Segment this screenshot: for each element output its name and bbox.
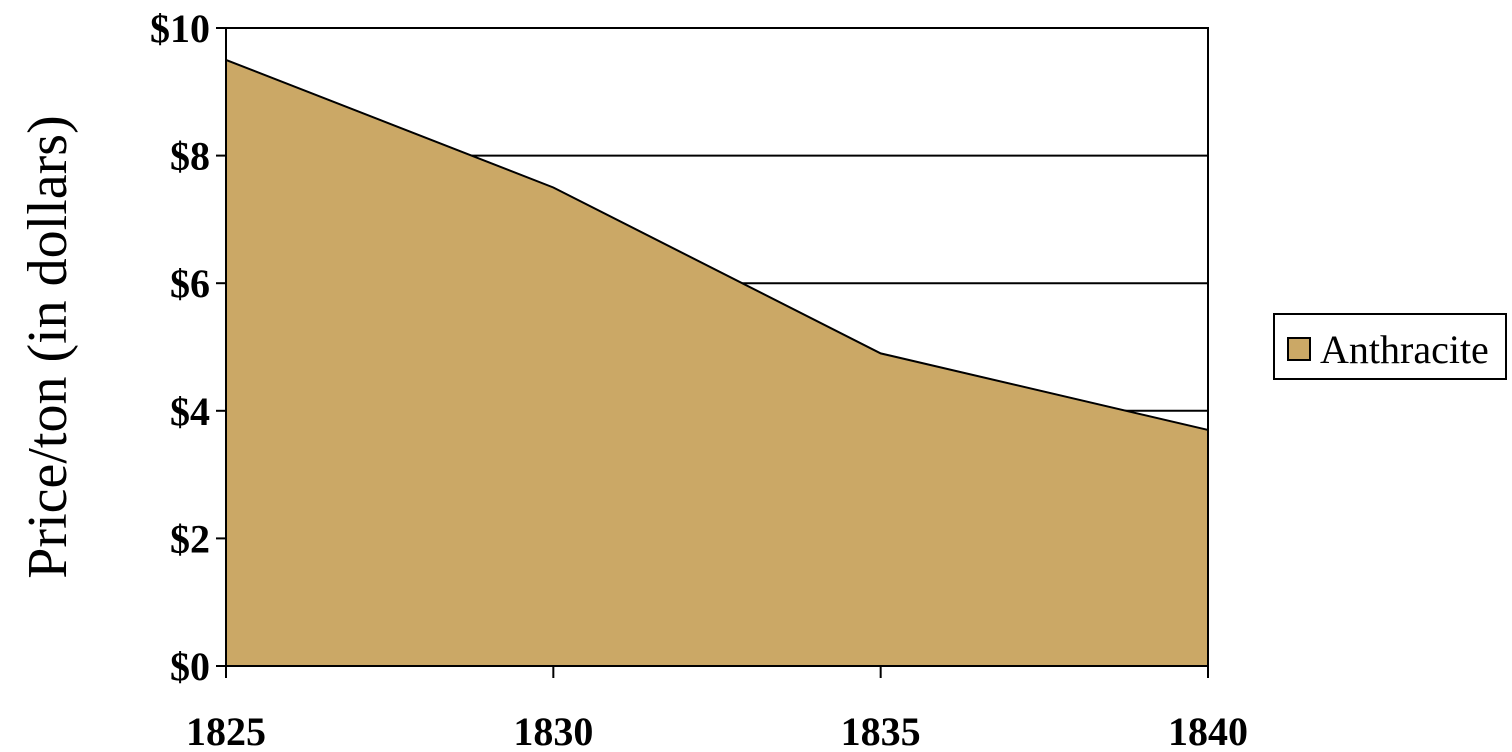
x-tick-label: 1835 bbox=[841, 709, 921, 752]
area-series-anthracite bbox=[226, 59, 1208, 666]
x-tick-label: 1830 bbox=[513, 709, 593, 752]
x-tick-labels: 1825 1830 1835 1840 bbox=[186, 709, 1248, 752]
x-tick-label: 1840 bbox=[1168, 709, 1248, 752]
y-tick-label: $2 bbox=[170, 516, 210, 561]
legend-box bbox=[1273, 313, 1507, 380]
axes bbox=[216, 27, 1209, 678]
legend: Anthracite bbox=[1273, 313, 1507, 380]
y-tick-label: $0 bbox=[170, 644, 210, 689]
y-tick-label: $10 bbox=[150, 6, 210, 51]
y-axis-title: Price/ton (in dollars) bbox=[17, 115, 79, 578]
y-tick-label: $4 bbox=[170, 389, 210, 434]
y-tick-label: $8 bbox=[170, 134, 210, 179]
x-tick-label: 1825 bbox=[186, 709, 266, 752]
legend-label-anthracite: Anthracite bbox=[1320, 327, 1489, 372]
legend-swatch-anthracite bbox=[1287, 337, 1311, 361]
y-tick-labels: $0 $2 $4 $6 $8 $10 bbox=[150, 6, 210, 689]
y-tick-label: $6 bbox=[170, 261, 210, 306]
plot-area bbox=[225, 58, 1209, 666]
area-series-anthracite-line bbox=[225, 58, 1209, 431]
